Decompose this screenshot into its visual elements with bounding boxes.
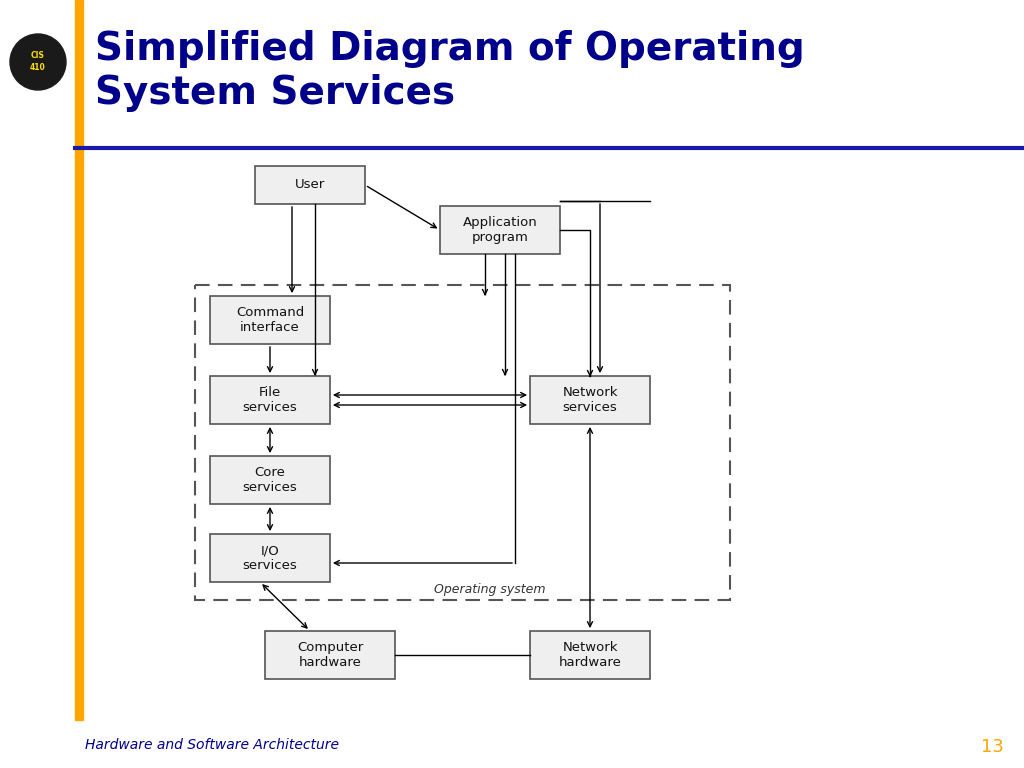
Text: 410: 410 <box>30 64 46 72</box>
Text: Operating system: Operating system <box>434 583 546 596</box>
Bar <box>75 0 83 720</box>
FancyBboxPatch shape <box>265 631 395 679</box>
FancyBboxPatch shape <box>530 376 650 424</box>
FancyBboxPatch shape <box>210 534 330 582</box>
Text: CIS: CIS <box>31 51 45 59</box>
Text: Hardware and Software Architecture: Hardware and Software Architecture <box>85 738 339 752</box>
Text: User: User <box>295 178 326 191</box>
FancyBboxPatch shape <box>210 296 330 344</box>
FancyBboxPatch shape <box>210 456 330 504</box>
FancyBboxPatch shape <box>255 166 365 204</box>
FancyBboxPatch shape <box>440 206 560 254</box>
FancyBboxPatch shape <box>530 631 650 679</box>
Text: Network
hardware: Network hardware <box>558 641 622 669</box>
FancyBboxPatch shape <box>210 376 330 424</box>
Circle shape <box>10 34 66 90</box>
Text: Network
services: Network services <box>562 386 617 414</box>
Text: 13: 13 <box>981 738 1004 756</box>
Text: Application
program: Application program <box>463 216 538 244</box>
Text: Computer
hardware: Computer hardware <box>297 641 364 669</box>
Text: File
services: File services <box>243 386 297 414</box>
Text: Command
interface: Command interface <box>236 306 304 334</box>
Text: Simplified Diagram of Operating
System Services: Simplified Diagram of Operating System S… <box>95 30 805 112</box>
Text: Core
services: Core services <box>243 466 297 494</box>
Text: I/O
services: I/O services <box>243 544 297 572</box>
